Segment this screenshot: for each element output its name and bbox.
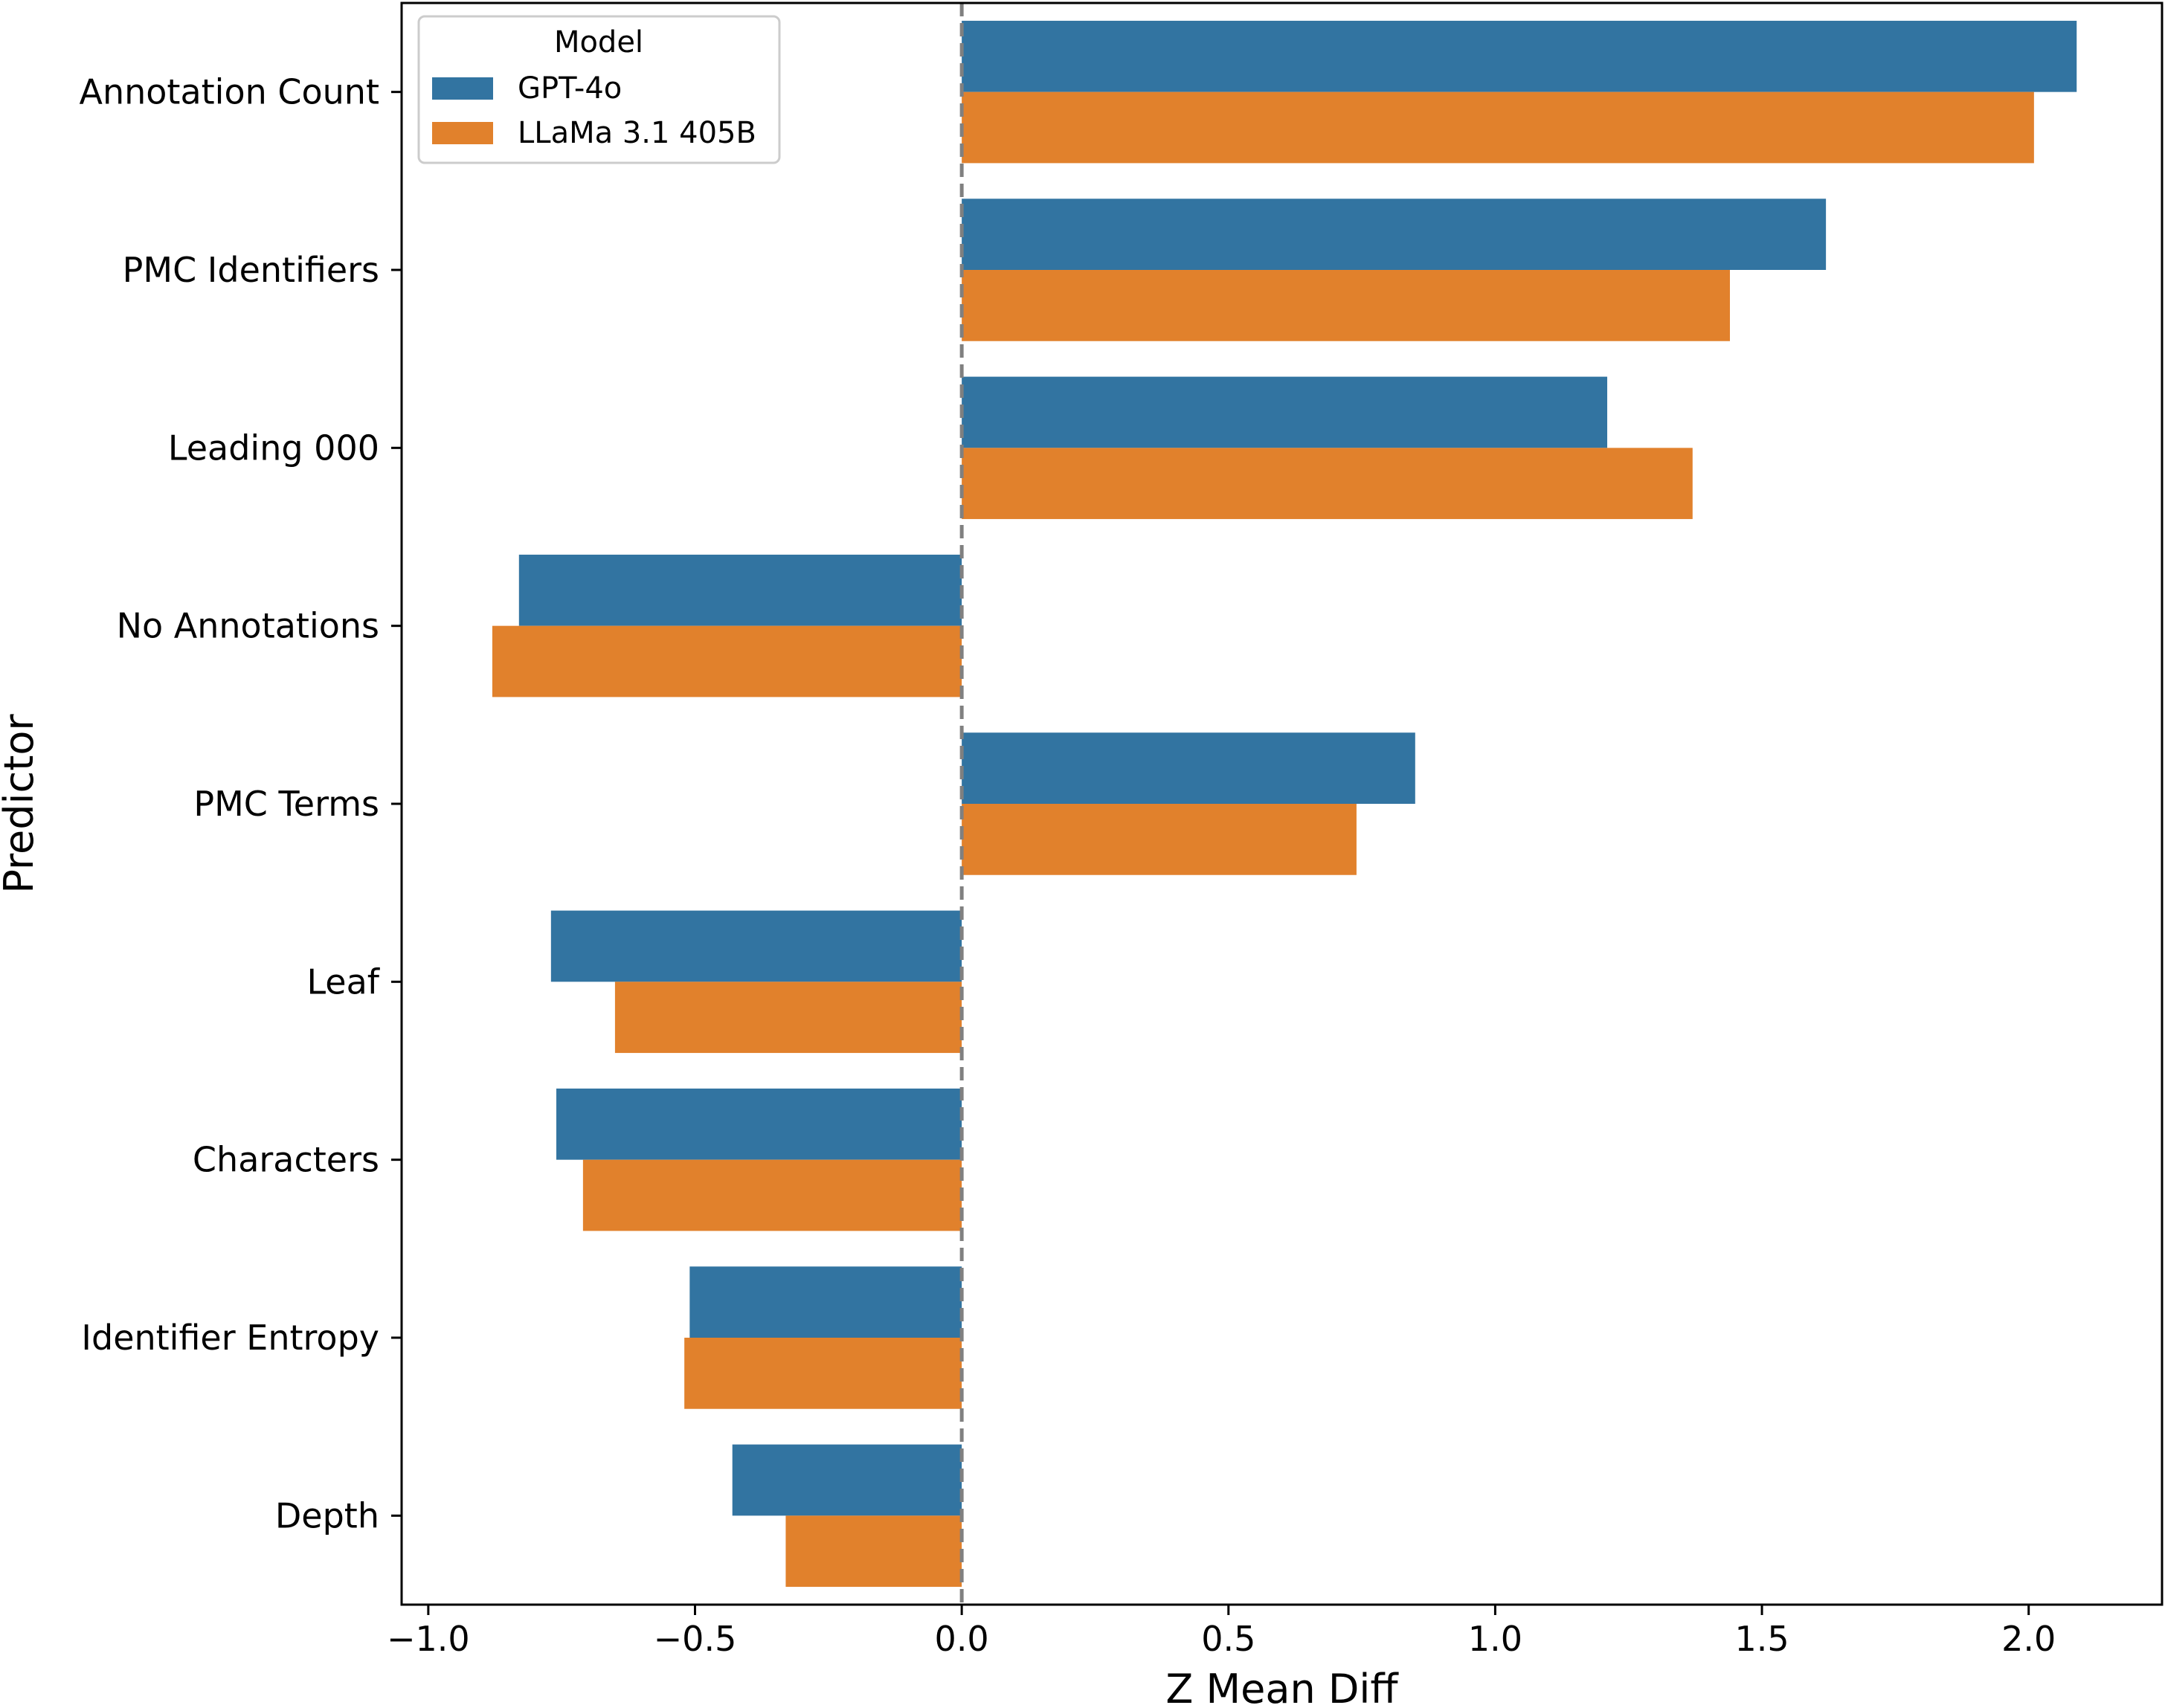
bars-group — [492, 20, 2077, 1588]
bar-llama-3-1-405b-leading-000 — [962, 448, 1693, 520]
legend-title: Model — [554, 25, 643, 59]
y-axis: Annotation Count PMC Identifiers Leading 0… — [80, 72, 402, 1535]
x-tick-label: −1.0 — [387, 1619, 470, 1659]
y-tick-label-leaf: Leaf — [306, 961, 380, 1002]
bar-gpt-4o-no-annotations — [518, 554, 962, 626]
x-tick-label: −0.5 — [654, 1619, 737, 1659]
legend-swatch-gpt-4o — [432, 77, 493, 100]
bar-llama-3-1-405b-annotation-count — [962, 91, 2034, 164]
legend-label-gpt-4o: GPT-4o — [518, 71, 622, 106]
bar-gpt-4o-pmc-terms — [962, 732, 1415, 804]
bar-gpt-4o-annotation-count — [962, 20, 2077, 92]
bar-gpt-4o-pmc-identifiers — [962, 199, 1827, 270]
x-axis: −1.0 −0.5 0.0 0.5 1.0 1.5 2.0 — [387, 1605, 2056, 1659]
legend-label-llama-3-1-405b: LLaMa 3.1 405B — [518, 116, 756, 150]
y-axis-label: Predictor — [0, 714, 42, 894]
legend: Model GPT-4o LLaMa 3.1 405B — [417, 15, 781, 164]
bar-gpt-4o-depth — [732, 1444, 962, 1516]
x-tick-label: 2.0 — [2001, 1619, 2056, 1659]
x-axis-label: Z Mean Diff — [1165, 1666, 1399, 1708]
x-tick-label: 1.0 — [1468, 1619, 1522, 1659]
y-tick-label-no-annotations: No Annotations — [117, 606, 379, 646]
legend-box — [417, 15, 781, 164]
x-tick-label: 0.5 — [1201, 1619, 1255, 1659]
bar-llama-3-1-405b-leaf — [614, 982, 962, 1054]
y-tick-label-pmc-terms: PMC Terms — [193, 784, 379, 824]
y-tick-label-pmc-identifiers: PMC Identifiers — [123, 250, 379, 290]
y-tick-label-annotation-count: Annotation Count — [80, 72, 380, 112]
x-tick-label: 0.0 — [935, 1619, 989, 1659]
bar-llama-3-1-405b-identifier-entropy — [684, 1338, 962, 1409]
y-tick-label-depth: Depth — [275, 1495, 379, 1535]
x-tick-label: 1.5 — [1734, 1619, 1789, 1659]
y-tick-label-identifier-entropy: Identifier Entropy — [81, 1318, 379, 1358]
bar-llama-3-1-405b-pmc-identifiers — [962, 270, 1731, 341]
bar-gpt-4o-leaf — [550, 910, 962, 982]
legend-items: GPT-4o LLaMa 3.1 405B — [432, 71, 756, 150]
legend-swatch-llama-3-1-405b — [432, 122, 493, 144]
y-tick-label-characters: Characters — [193, 1140, 379, 1180]
y-tick-label-leading-000: Leading 000 — [168, 428, 379, 468]
bar-llama-3-1-405b-no-annotations — [492, 625, 962, 697]
bar-llama-3-1-405b-depth — [785, 1515, 962, 1588]
bar-llama-3-1-405b-characters — [582, 1159, 962, 1231]
bar-llama-3-1-405b-pmc-terms — [962, 804, 1357, 875]
bar-gpt-4o-identifier-entropy — [689, 1266, 962, 1338]
bar-gpt-4o-characters — [556, 1088, 962, 1160]
bar-gpt-4o-leading-000 — [962, 376, 1608, 448]
